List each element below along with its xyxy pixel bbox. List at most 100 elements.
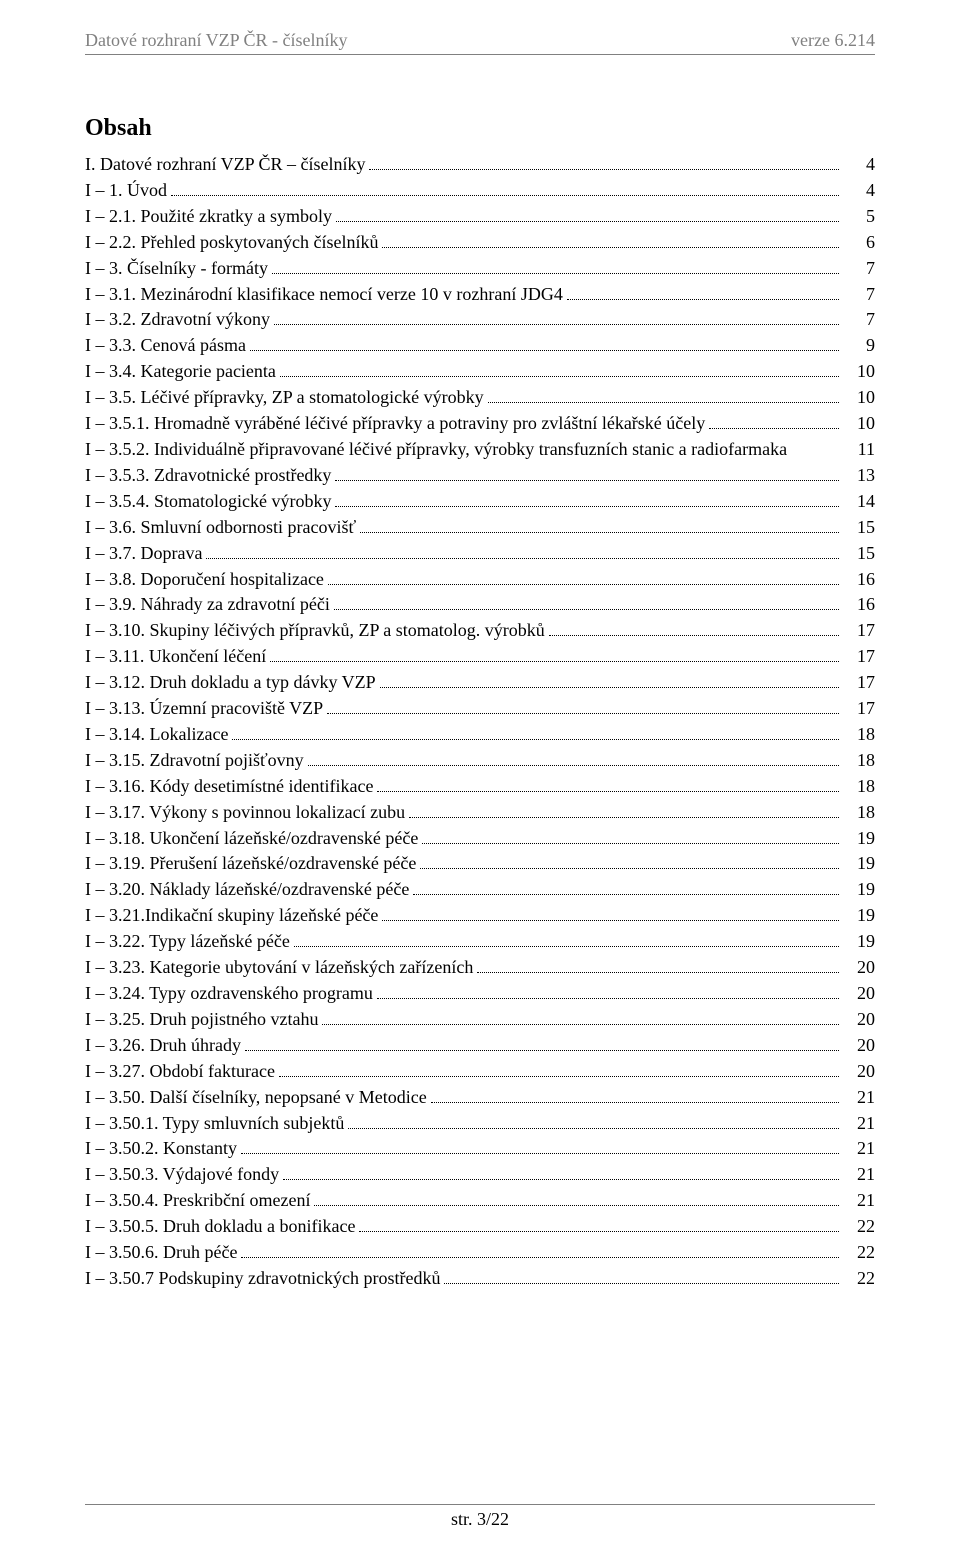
- toc-dots: [280, 376, 839, 377]
- toc-page-number: 11: [843, 437, 875, 463]
- toc-label: I – 3.16. Kódy desetimístné identifikace: [85, 774, 373, 800]
- toc-label: I – 3.5.1. Hromadně vyráběné léčivé příp…: [85, 411, 705, 437]
- toc-dots: [336, 221, 839, 222]
- toc-row: I – 3.6. Smluvní odbornosti pracovišť15: [85, 515, 875, 541]
- toc-page-number: 22: [843, 1214, 875, 1240]
- toc-page-number: 19: [843, 877, 875, 903]
- toc-dots: [274, 324, 839, 325]
- toc-dots: [308, 765, 839, 766]
- toc-dots: [359, 1231, 839, 1232]
- header-left: Datové rozhraní VZP ČR - číselníky: [85, 30, 347, 51]
- toc-page-number: 21: [843, 1111, 875, 1137]
- toc-row: I – 3.20. Náklady lázeňské/ozdravenské p…: [85, 877, 875, 903]
- toc-page-number: 17: [843, 696, 875, 722]
- toc-dots: [327, 713, 839, 714]
- toc-row: I – 3.8. Doporučení hospitalizace16: [85, 567, 875, 593]
- toc-label: I – 3.5.4. Stomatologické výrobky: [85, 489, 331, 515]
- toc-label: I – 3.50.1. Typy smluvních subjektů: [85, 1111, 344, 1137]
- toc-label: I – 3.1. Mezinárodní klasifikace nemocí …: [85, 282, 563, 308]
- toc-dots: [488, 402, 839, 403]
- toc-row: I – 3.11. Ukončení léčení17: [85, 644, 875, 670]
- toc-dots: [294, 946, 839, 947]
- toc-page-number: 21: [843, 1085, 875, 1111]
- toc-label: I – 3.25. Druh pojistného vztahu: [85, 1007, 318, 1033]
- toc-label: I – 3.27. Období fakturace: [85, 1059, 275, 1085]
- toc-dots: [567, 299, 839, 300]
- toc-label: I – 3.2. Zdravotní výkony: [85, 307, 270, 333]
- toc-row: I – 3.19. Přerušení lázeňské/ozdravenské…: [85, 851, 875, 877]
- toc-dots: [241, 1153, 839, 1154]
- toc-dots: [314, 1205, 839, 1206]
- toc-page-number: 7: [843, 282, 875, 308]
- toc-page-number: 15: [843, 541, 875, 567]
- toc-row: I. Datové rozhraní VZP ČR – číselníky4: [85, 152, 875, 178]
- toc-row: I – 3.50.5. Druh dokladu a bonifikace 22: [85, 1214, 875, 1240]
- toc-dots: [444, 1283, 839, 1284]
- toc-page-number: 21: [843, 1136, 875, 1162]
- toc-dots: [382, 247, 839, 248]
- table-of-contents: I. Datové rozhraní VZP ČR – číselníky4 I …: [85, 152, 875, 1292]
- toc-label: I – 3.4. Kategorie pacienta: [85, 359, 276, 385]
- toc-label: I – 3.11. Ukončení léčení: [85, 644, 266, 670]
- toc-dots: [334, 609, 839, 610]
- toc-dots: [279, 1076, 839, 1077]
- toc-row: I – 3.27. Období fakturace20: [85, 1059, 875, 1085]
- footer-text: str. 3/22: [451, 1509, 509, 1529]
- toc-label: I – 3.50. Další číselníky, nepopsané v M…: [85, 1085, 427, 1111]
- footer-rule: [85, 1504, 875, 1505]
- toc-row: I – 3.50.7 Podskupiny zdravotnických pro…: [85, 1266, 875, 1292]
- toc-row: I – 3.13. Územní pracoviště VZP 17: [85, 696, 875, 722]
- toc-row: I – 2.2. Přehled poskytovaných číselníků…: [85, 230, 875, 256]
- toc-row: I – 3.5.3. Zdravotnické prostředky13: [85, 463, 875, 489]
- toc-label: I – 3.18. Ukončení lázeňské/ozdravenské …: [85, 826, 418, 852]
- toc-page-number: 19: [843, 851, 875, 877]
- toc-dots: [369, 169, 839, 170]
- toc-label: I – 3.50.5. Druh dokladu a bonifikace: [85, 1214, 355, 1240]
- toc-label: I – 3.50.7 Podskupiny zdravotnických pro…: [85, 1266, 440, 1292]
- toc-label: I – 3.13. Územní pracoviště VZP: [85, 696, 323, 722]
- toc-dots: [413, 894, 839, 895]
- toc-label: I – 3.22. Typy lázeňské péče: [85, 929, 290, 955]
- toc-page-number: 21: [843, 1162, 875, 1188]
- toc-page-number: 20: [843, 955, 875, 981]
- toc-row: I – 3.1. Mezinárodní klasifikace nemocí …: [85, 282, 875, 308]
- toc-dots: [477, 972, 839, 973]
- toc-dots: [245, 1050, 839, 1051]
- toc-dots: [420, 868, 839, 869]
- page-header: Datové rozhraní VZP ČR - číselníky verze…: [85, 30, 875, 51]
- toc-page-number: 19: [843, 903, 875, 929]
- toc-label: I – 3.9. Náhrady za zdravotní péči: [85, 592, 330, 618]
- toc-row: I – 3.50. Další číselníky, nepopsané v M…: [85, 1085, 875, 1111]
- toc-label: I – 3.10. Skupiny léčivých přípravků, ZP…: [85, 618, 545, 644]
- toc-page-number: 17: [843, 618, 875, 644]
- toc-row: I – 3.50.6. Druh péče 22: [85, 1240, 875, 1266]
- toc-label: I – 3.14. Lokalizace: [85, 722, 228, 748]
- toc-page-number: 10: [843, 359, 875, 385]
- toc-label: I – 3.24. Typy ozdravenského programu: [85, 981, 373, 1007]
- toc-dots: [335, 480, 839, 481]
- toc-page-number: 18: [843, 774, 875, 800]
- toc-label: I – 3.20. Náklady lázeňské/ozdravenské p…: [85, 877, 409, 903]
- toc-dots: [206, 558, 839, 559]
- toc-label: I – 3.50.6. Druh péče: [85, 1240, 237, 1266]
- page-footer: str. 3/22: [0, 1504, 960, 1530]
- toc-label: I. Datové rozhraní VZP ČR – číselníky: [85, 152, 365, 178]
- toc-dots: [272, 273, 839, 274]
- toc-label: I – 3.5. Léčivé přípravky, ZP a stomatol…: [85, 385, 484, 411]
- toc-row: I – 3.15. Zdravotní pojišťovny18: [85, 748, 875, 774]
- toc-page-number: 22: [843, 1240, 875, 1266]
- toc-dots: [328, 584, 839, 585]
- toc-row: I – 3.26. Druh úhrady20: [85, 1033, 875, 1059]
- toc-row: I – 3.5.1. Hromadně vyráběné léčivé příp…: [85, 411, 875, 437]
- toc-dots: [360, 532, 839, 533]
- toc-page-number: 5: [843, 204, 875, 230]
- toc-row: I – 3.25. Druh pojistného vztahu20: [85, 1007, 875, 1033]
- toc-row: I – 3.17. Výkony s povinnou lokalizací z…: [85, 800, 875, 826]
- toc-label: I – 3. Číselníky - formáty: [85, 256, 268, 282]
- toc-row: I – 3.9. Náhrady za zdravotní péči16: [85, 592, 875, 618]
- toc-dots: [232, 739, 839, 740]
- toc-row: I – 3.50.4. Preskribční omezení21: [85, 1188, 875, 1214]
- toc-row: I – 3.7. Doprava15: [85, 541, 875, 567]
- toc-label: I – 3.5.3. Zdravotnické prostředky: [85, 463, 331, 489]
- toc-row: I – 3.24. Typy ozdravenského programu20: [85, 981, 875, 1007]
